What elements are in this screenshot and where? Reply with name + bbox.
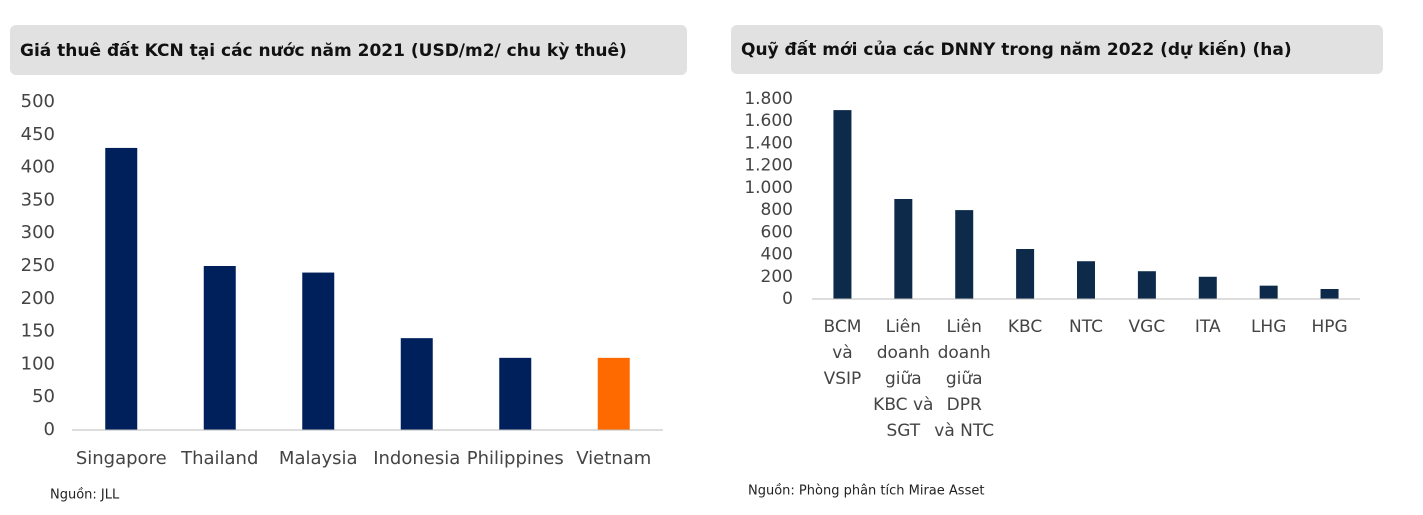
bar: [1320, 289, 1339, 299]
bar: [833, 110, 852, 299]
y-tick-label: 450: [21, 124, 55, 145]
y-tick-label: 200: [21, 288, 55, 309]
bar: [894, 199, 913, 299]
y-tick-label: 350: [21, 189, 55, 210]
y-tick-label: 1.000: [744, 178, 793, 198]
y-tick-label: 50: [32, 386, 55, 407]
bar: [1016, 249, 1035, 299]
bar: [1198, 276, 1217, 299]
x-tick-label: LHG: [1250, 317, 1287, 337]
x-tick-label: VGC: [1128, 317, 1166, 337]
x-tick-label: Vietnam: [576, 448, 652, 469]
bar: [955, 210, 974, 299]
y-tick-label: 150: [21, 321, 55, 342]
x-tick-label: Malaysia: [278, 448, 358, 469]
header-bar: [10, 25, 687, 75]
bar: [499, 357, 532, 430]
y-tick-label: 100: [21, 353, 55, 374]
x-tick-label: Liên doanh giữa KBC và SGT: [873, 317, 934, 441]
x-tick-label: Singapore: [75, 448, 167, 469]
header-bar: [731, 25, 1383, 74]
bar: [302, 272, 335, 430]
x-tick-label: Philippines: [466, 448, 564, 469]
y-tick-label: 0: [782, 289, 793, 309]
bar: [1137, 271, 1156, 299]
x-tick-label: KBC: [1007, 317, 1043, 337]
chart-title: Quỹ đất mới của các DNNY trong năm 2022 …: [741, 39, 1292, 60]
x-tick-label: Indonesia: [373, 448, 461, 469]
y-tick-label: 300: [21, 222, 55, 243]
chart-title: Giá thuê đất KCN tại các nước năm 2021 (…: [20, 40, 627, 61]
source-note: Nguồn: Phòng phân tích Mirae Asset: [748, 484, 984, 499]
y-tick-label: 200: [761, 267, 793, 287]
y-tick-label: 1.400: [744, 133, 793, 153]
y-tick-label: 400: [761, 245, 793, 265]
y-tick-label: 250: [21, 255, 55, 276]
source-note: Nguồn: JLL: [50, 488, 120, 503]
x-tick-label: Thailand: [181, 448, 259, 469]
x-tick-label: ITA: [1194, 317, 1221, 337]
y-tick-label: 600: [761, 222, 793, 242]
bar: [203, 266, 236, 430]
bar: [1259, 285, 1278, 299]
x-tick-label: HPG: [1311, 317, 1348, 337]
y-tick-label: 0: [44, 419, 55, 440]
bar: [400, 338, 433, 430]
bar: [597, 357, 630, 430]
x-tick-label: BCM và VSIP: [823, 317, 862, 389]
y-tick-label: 400: [21, 157, 55, 178]
x-tick-label: Liên doanh giữa DPR và NTC: [934, 317, 995, 441]
y-tick-label: 1.800: [744, 89, 793, 109]
y-tick-label: 800: [761, 200, 793, 220]
y-tick-label: 500: [21, 91, 55, 112]
bar: [105, 147, 138, 431]
y-tick-label: 1.600: [744, 111, 793, 131]
bar: [1077, 261, 1095, 299]
x-tick-label: NTC: [1068, 317, 1103, 337]
y-tick-label: 1.200: [744, 156, 793, 176]
